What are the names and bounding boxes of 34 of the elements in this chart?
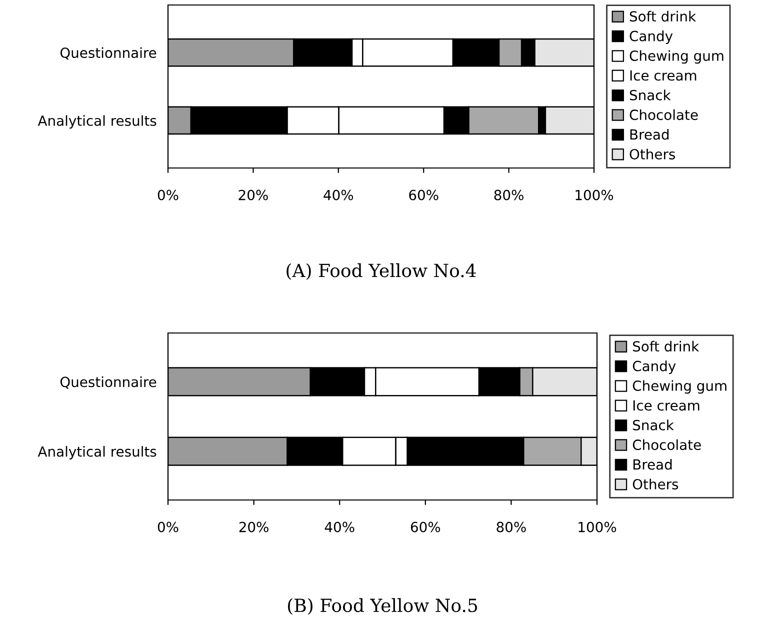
text: (A) Food Yellow No.4	[286, 263, 476, 280]
legend-label: Snack	[633, 420, 674, 430]
legend-label: Bread	[633, 459, 672, 470]
legend-label: Bread	[630, 129, 669, 140]
legend-label: Snack	[630, 90, 671, 100]
x-tick-label: 0%	[158, 522, 178, 532]
legend-label: Chocolate	[632, 439, 701, 450]
y-tick-label: Analytical results	[38, 115, 156, 129]
x-tick-label: 20%	[239, 522, 268, 532]
y-tick-label: Analytical results	[38, 446, 156, 460]
x-tick-label: 60%	[409, 190, 438, 200]
legend-label: Ice cream	[630, 70, 696, 81]
y-tick-label: Questionnaire	[60, 47, 156, 60]
x-tick-label: 80%	[496, 522, 526, 532]
text: (B) Food Yellow No.5	[288, 598, 478, 615]
legend-label: Soft drink	[633, 340, 700, 352]
x-tick-label: 40%	[324, 190, 354, 200]
x-tick-label: 80%	[494, 190, 524, 200]
x-tick-label: 40%	[324, 522, 354, 532]
legend-label: Ice cream	[633, 400, 700, 411]
legend-label: Chocolate	[630, 109, 698, 120]
legend-label: Candy	[632, 360, 676, 374]
legend-label: Others	[632, 478, 678, 490]
x-tick-label: 60%	[410, 522, 440, 532]
legend-label: Chewing gum	[632, 380, 726, 394]
x-tick-label: 0%	[158, 190, 178, 200]
legend-label: Candy	[630, 30, 673, 44]
y-tick-label: Questionnaire	[60, 376, 156, 389]
x-tick-label: 100%	[576, 190, 614, 200]
legend-label: Others	[630, 148, 675, 160]
x-tick-label: 100%	[578, 522, 616, 532]
x-tick-label: 20%	[238, 190, 268, 200]
legend-label: Soft drink	[630, 10, 696, 22]
legend-label: Chewing gum	[630, 50, 724, 64]
